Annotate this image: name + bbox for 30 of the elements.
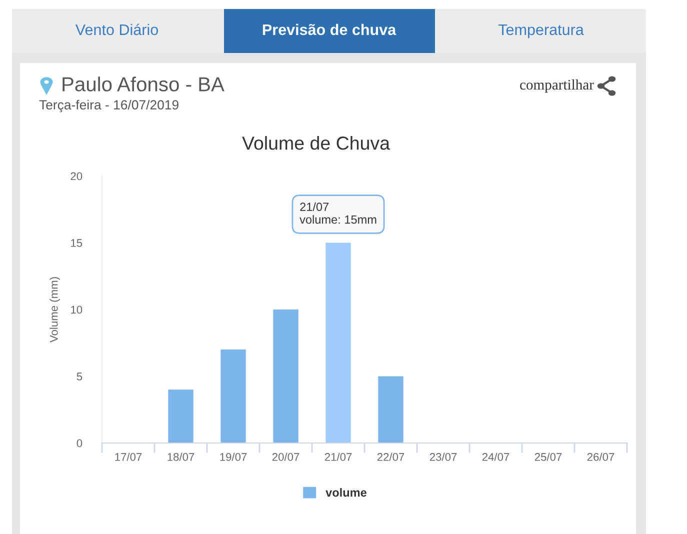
x-tick-label: 17/07 <box>115 452 142 461</box>
bar <box>220 350 246 443</box>
x-tick-label: 22/07 <box>377 452 404 461</box>
x-tick-label: 19/07 <box>220 452 247 461</box>
text: Temperatura <box>498 24 584 38</box>
x-tick-label: 25/07 <box>534 452 562 461</box>
y-tick-label: 15 <box>71 239 82 247</box>
bar <box>326 242 351 443</box>
x-tick-label: 20/07 <box>272 452 300 461</box>
y-tick-label: 5 <box>76 372 82 380</box>
y-axis-title: Volume (mm) <box>50 277 60 342</box>
text: Terça-feira - 16/07/2019 <box>39 100 178 112</box>
x-tick-label: 26/07 <box>587 452 614 461</box>
text: Vento Diário <box>75 24 158 36</box>
x-tick-label: 24/07 <box>482 452 510 461</box>
y-tick-label: 20 <box>70 172 82 180</box>
chart-title: Volume de Chuva <box>242 136 390 150</box>
bar <box>378 376 404 443</box>
annotation: 21/07 volume: 15mm <box>300 202 376 224</box>
x-tick-label: 21/07 <box>324 452 352 461</box>
text: Previsão de chuva <box>262 24 396 36</box>
bar <box>168 390 194 443</box>
bar <box>273 310 298 443</box>
legend-label: volume <box>326 488 366 497</box>
x-tick-label: 23/07 <box>430 452 457 461</box>
y-tick-label: 0 <box>76 439 82 448</box>
text: Paulo Afonso - BA <box>62 76 224 92</box>
y-tick-label: 10 <box>71 306 82 314</box>
text: compartilhar <box>520 79 594 93</box>
x-tick-label: 18/07 <box>168 452 194 461</box>
